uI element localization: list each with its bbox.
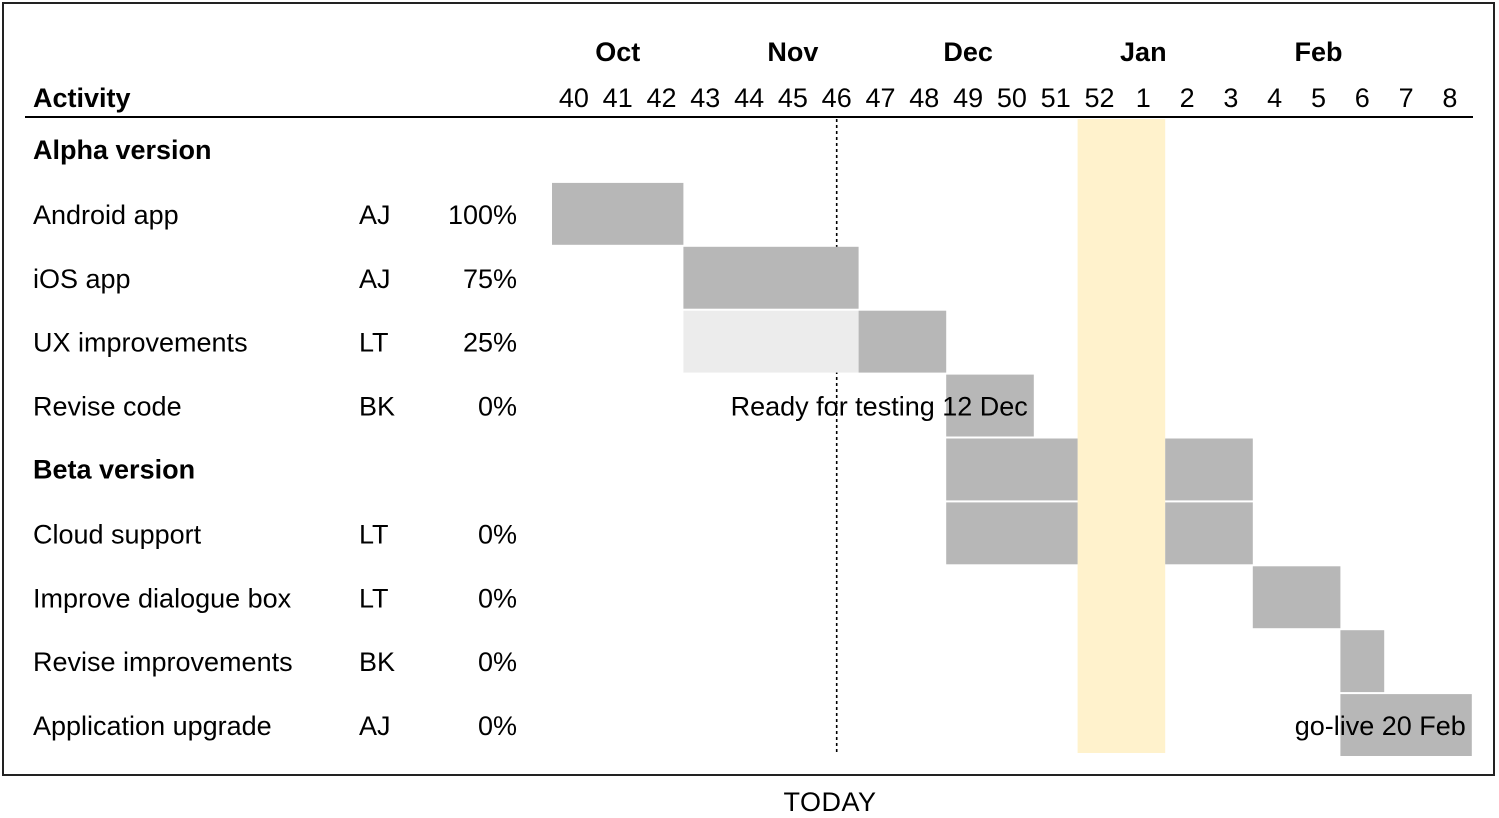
- gantt-bar: [1340, 694, 1472, 756]
- month-label: Oct: [595, 37, 640, 67]
- task-owner: AJ: [359, 200, 391, 230]
- gantt-bar: [683, 246, 859, 309]
- week-label: 48: [909, 83, 939, 113]
- task-progress: 0%: [478, 392, 517, 422]
- month-label: Jan: [1120, 37, 1167, 67]
- task-owner: BK: [359, 392, 395, 422]
- task-label: Application upgrade: [33, 711, 272, 741]
- task-label: Improve dialogue box: [33, 583, 292, 613]
- gantt-bar: [946, 438, 1078, 501]
- section-label: Alpha version: [33, 135, 212, 165]
- week-label: 44: [734, 83, 764, 113]
- task-label: Android app: [33, 200, 179, 230]
- week-label: 42: [646, 83, 676, 113]
- milestone-label: go-live 20 Feb: [1295, 711, 1466, 741]
- week-label: 7: [1399, 83, 1414, 113]
- week-label: 2: [1180, 83, 1195, 113]
- week-label: 41: [603, 83, 633, 113]
- task-progress: 75%: [463, 264, 517, 294]
- week-label: 4: [1267, 83, 1282, 113]
- week-label: 8: [1442, 83, 1457, 113]
- task-progress: 0%: [478, 711, 517, 741]
- task-progress: 0%: [478, 647, 517, 677]
- task-label: Revise improvements: [33, 647, 293, 677]
- week-label: 6: [1355, 83, 1370, 113]
- task-label: Cloud support: [33, 519, 202, 549]
- task-progress: 0%: [478, 583, 517, 613]
- gantt-bar: [552, 182, 684, 245]
- task-owner: LT: [359, 583, 389, 613]
- week-label: 49: [953, 83, 983, 113]
- week-label: 40: [559, 83, 589, 113]
- holiday-band: [1077, 119, 1166, 753]
- task-label: UX improvements: [33, 328, 248, 358]
- task-progress: 0%: [478, 519, 517, 549]
- task-progress: 100%: [448, 200, 517, 230]
- gantt-bar: [1165, 438, 1253, 501]
- week-label: 50: [997, 83, 1027, 113]
- gantt-bar: [946, 502, 1078, 565]
- gantt-bar: [1252, 566, 1341, 629]
- week-label: 45: [778, 83, 808, 113]
- month-label: Feb: [1294, 37, 1342, 67]
- gantt-bar: [858, 310, 947, 373]
- task-owner: LT: [359, 328, 389, 358]
- month-label: Dec: [943, 37, 993, 67]
- today-label: TODAY: [783, 787, 877, 817]
- milestone-label: Ready for testing 12 Dec: [731, 392, 1028, 422]
- week-label: 52: [1084, 83, 1114, 113]
- month-label: Nov: [767, 37, 818, 67]
- week-label: 3: [1223, 83, 1238, 113]
- gantt-bar: [946, 374, 1034, 437]
- task-label: Revise code: [33, 392, 182, 422]
- week-label: 5: [1311, 83, 1326, 113]
- gantt-bar: [1165, 502, 1253, 565]
- week-label: 47: [865, 83, 895, 113]
- chart-frame: [2, 2, 1495, 776]
- task-owner: BK: [359, 647, 395, 677]
- week-label: 43: [690, 83, 720, 113]
- activity-header: Activity: [33, 83, 131, 113]
- gantt-bar: [1340, 630, 1385, 693]
- week-label: 46: [822, 83, 852, 113]
- task-label: iOS app: [33, 264, 131, 294]
- gantt-bar: [683, 310, 859, 373]
- section-label: Beta version: [33, 454, 195, 484]
- task-progress: 25%: [463, 328, 517, 358]
- week-label: 51: [1041, 83, 1071, 113]
- task-owner: LT: [359, 519, 389, 549]
- task-owner: AJ: [359, 264, 391, 294]
- week-label: 1: [1136, 83, 1151, 113]
- task-owner: AJ: [359, 711, 391, 741]
